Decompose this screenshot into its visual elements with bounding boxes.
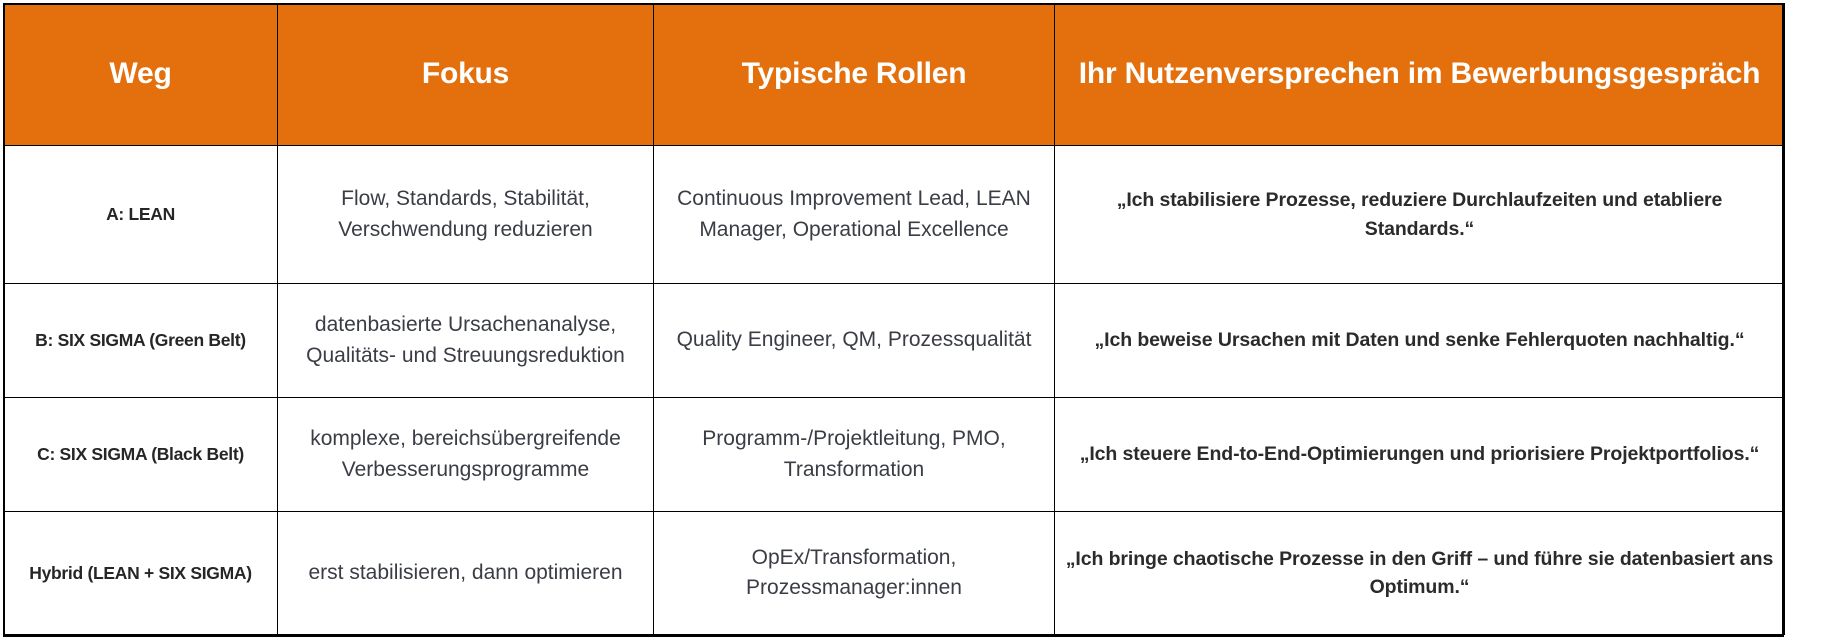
table-body: A: LEAN Flow, Standards, Stabilität, Ver… [3, 145, 1785, 635]
comparison-table: Weg Fokus Typische Rollen Ihr Nutzenvers… [3, 3, 1785, 635]
column-header-nutzen: Ihr Nutzenversprechen im Bewerbungsgespr… [1054, 3, 1785, 146]
cell-nutzen: „Ich bringe chaotische Prozesse in den G… [1054, 511, 1785, 635]
table-header: Weg Fokus Typische Rollen Ihr Nutzenvers… [3, 3, 1785, 146]
cell-fokus: datenbasierte Ursachenanalyse, Qualitäts… [277, 283, 654, 398]
cell-weg: Hybrid (LEAN + SIX SIGMA) [3, 511, 278, 635]
cell-fokus: erst stabilisieren, dann optimieren [277, 511, 654, 635]
table-row: C: SIX SIGMA (Black Belt) komplexe, bere… [3, 397, 1785, 512]
cell-nutzen: „Ich beweise Ursachen mit Daten und senk… [1054, 283, 1785, 398]
column-header-rollen: Typische Rollen [653, 3, 1055, 146]
cell-weg: B: SIX SIGMA (Green Belt) [3, 283, 278, 398]
cell-weg: A: LEAN [3, 145, 278, 284]
table-row: B: SIX SIGMA (Green Belt) datenbasierte … [3, 283, 1785, 398]
column-header-fokus: Fokus [277, 3, 654, 146]
cell-weg: C: SIX SIGMA (Black Belt) [3, 397, 278, 512]
table-row: Hybrid (LEAN + SIX SIGMA) erst stabilisi… [3, 511, 1785, 635]
cell-rollen: Continuous Improvement Lead, LEAN Manage… [653, 145, 1055, 284]
table-row: A: LEAN Flow, Standards, Stabilität, Ver… [3, 145, 1785, 284]
table-header-row: Weg Fokus Typische Rollen Ihr Nutzenvers… [3, 3, 1785, 146]
cell-fokus: komplexe, bereichsübergreifende Verbesse… [277, 397, 654, 512]
column-header-weg: Weg [3, 3, 278, 146]
cell-rollen: Quality Engineer, QM, Prozessqualität [653, 283, 1055, 398]
cell-nutzen: „Ich stabilisiere Prozesse, reduziere Du… [1054, 145, 1785, 284]
cell-fokus: Flow, Standards, Stabilität, Verschwendu… [277, 145, 654, 284]
cell-rollen: OpEx/Transformation, Prozessmanager:inne… [653, 511, 1055, 635]
cell-rollen: Programm-/Projektleitung, PMO, Transform… [653, 397, 1055, 512]
cell-nutzen: „Ich steuere End-to-End-Optimierungen un… [1054, 397, 1785, 512]
